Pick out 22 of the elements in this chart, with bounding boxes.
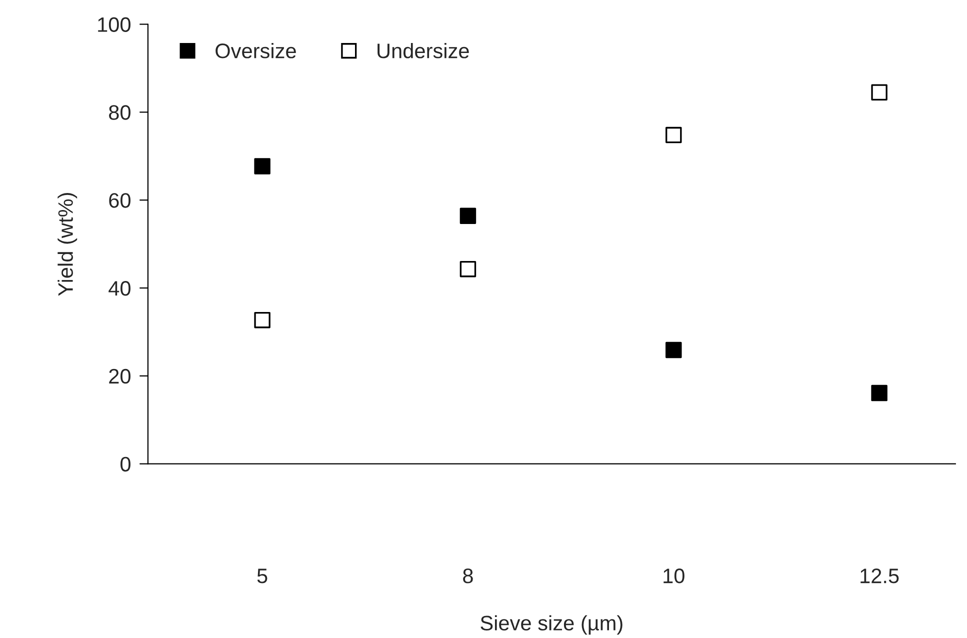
x-tick-label: 12.5 <box>860 568 899 584</box>
y-tick-label: 20 <box>109 368 130 384</box>
x-tick-label: 8 <box>463 568 473 584</box>
x-tick-label: 10 <box>664 568 684 584</box>
legend-label: Undersize <box>378 42 469 58</box>
y-tick-label: 0 <box>120 456 130 472</box>
y-tick-label: 60 <box>109 193 130 208</box>
point <box>460 260 476 278</box>
point <box>871 384 888 402</box>
point <box>254 312 270 328</box>
point <box>871 84 888 100</box>
x-tick-label: 5 <box>257 568 268 584</box>
y-tick-label: 100 <box>98 17 130 32</box>
y-axis-title: Yield (wt%) <box>58 193 78 296</box>
point <box>460 208 476 224</box>
point <box>666 342 682 358</box>
legend-label: Oversize <box>216 42 296 58</box>
x-axis-title: Sieve size (µm) <box>480 615 622 635</box>
point <box>666 126 682 144</box>
point <box>254 158 270 174</box>
y-tick-label: 40 <box>108 280 130 296</box>
y-tick-label: 80 <box>109 105 130 120</box>
